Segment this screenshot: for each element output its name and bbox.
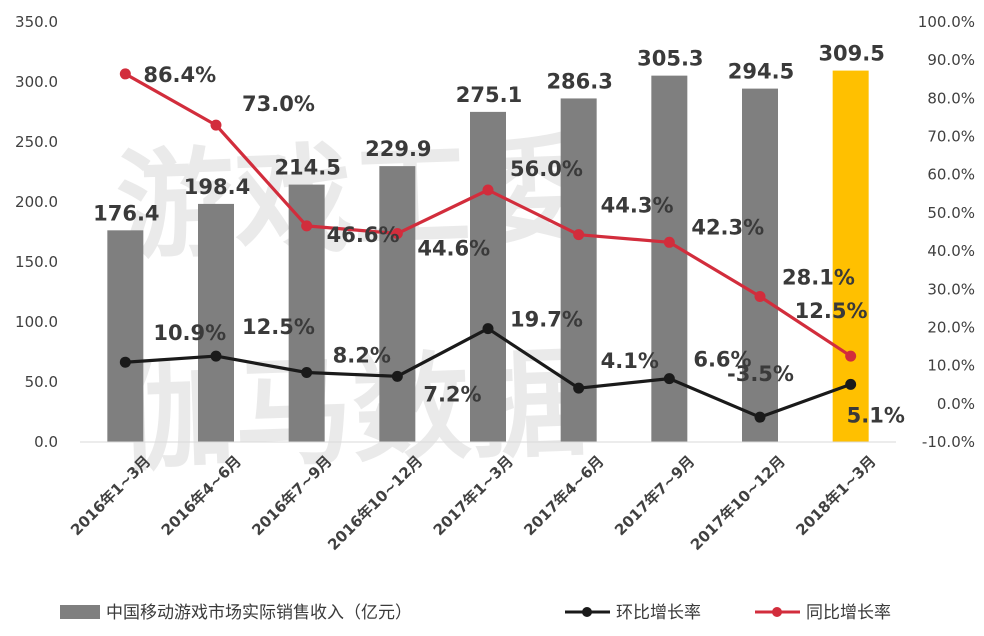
bar-value-label: 286.3 (546, 69, 612, 93)
yoy-point (482, 184, 494, 196)
y-left-tick-label: 350.0 (15, 13, 58, 31)
mom-point (754, 411, 766, 423)
yoy-value-label: 86.4% (143, 63, 216, 87)
y-right-tick-label: 70.0% (927, 128, 975, 146)
yoy-value-label: 46.6% (327, 223, 400, 247)
legend-swatch-bars (60, 605, 100, 619)
y-right-tick-label: 80.0% (927, 89, 975, 107)
yoy-value-label: 73.0% (242, 92, 315, 116)
yoy-value-label: 56.0% (510, 157, 583, 181)
y-right-tick-label: 20.0% (927, 318, 975, 336)
y-left-tick-label: 300.0 (15, 73, 58, 91)
y-right-tick-label: 60.0% (927, 166, 975, 184)
legend-swatch-mom-marker (582, 607, 592, 617)
mom-value-label: 8.2% (333, 344, 391, 368)
x-tick-label: 2017年10~12月 (687, 452, 789, 554)
mom-value-label: 6.6% (693, 348, 751, 372)
mom-point (482, 323, 494, 335)
yoy-point (754, 291, 766, 303)
mom-point (573, 382, 585, 394)
y-right-tick-label: 40.0% (927, 242, 975, 260)
watermark-line-2: 伽马数据 (114, 334, 591, 488)
y-right-tick-label: 10.0% (927, 357, 975, 375)
yoy-point (391, 228, 403, 240)
yoy-point (573, 229, 585, 241)
mom-value-label: 10.9% (153, 321, 226, 345)
legend-swatch-yoy-marker (772, 607, 782, 617)
mom-value-label: -3.5% (727, 362, 794, 386)
yoy-point (210, 119, 222, 131)
bar-value-label: 305.3 (637, 47, 703, 71)
bar-value-label: 214.5 (274, 156, 340, 180)
mom-value-label: 4.1% (601, 349, 659, 373)
y-left-tick-label: 0.0 (34, 433, 58, 451)
y-left-tick-label: 100.0 (15, 313, 58, 331)
x-tick-label: 2016年1~3月 (67, 452, 154, 539)
data-labels: 176.4 198.4 214.5 229.9 275.1 286.3 305.3 294.5… (93, 42, 905, 428)
mom-value-label: 5.1% (847, 403, 905, 427)
yoy-value-label: 44.3% (601, 194, 674, 218)
mom-value-label: 12.5% (242, 315, 315, 339)
mom-point (210, 350, 222, 362)
legend-label-mom: 环比增长率 (616, 603, 701, 623)
mom-point (391, 370, 403, 382)
bar (470, 111, 506, 442)
mom-value-label: 7.2% (423, 382, 481, 406)
y-right-tick-label: 100.0% (918, 13, 975, 31)
bar-value-label: 294.5 (728, 60, 794, 84)
bar (107, 230, 144, 442)
yoy-point (663, 236, 675, 248)
line-series (119, 68, 857, 423)
y-left-tick-label: 150.0 (15, 253, 58, 271)
mom-value-label: 19.7% (510, 308, 583, 332)
watermark-line-1: 游戏工委 (114, 122, 591, 276)
mom-point (845, 378, 857, 390)
bar (742, 88, 778, 442)
y-right-tick-label: 30.0% (927, 280, 975, 298)
yoy-point (301, 220, 313, 232)
yoy-value-label: 44.6% (417, 237, 490, 261)
yoy-value-label: 28.1% (782, 266, 855, 290)
bar-value-label: 198.4 (184, 175, 250, 199)
y-right-tick-label: -10.0% (922, 433, 975, 451)
y-right-tick-label: 50.0% (927, 204, 975, 222)
mom-point (301, 367, 313, 379)
y-left-tick-label: 250.0 (15, 133, 58, 151)
x-tick-label: 2018年1~3月 (792, 452, 879, 539)
bar (651, 75, 688, 442)
y-axis-left: 0.0 50.0 100.0 150.0 200.0 250.0 300.0 350.0 (15, 13, 58, 451)
mom-point (119, 356, 131, 368)
bar-value-label: 176.4 (93, 201, 159, 225)
yoy-value-label: 12.5% (795, 299, 868, 323)
y-axis-right: -10.0% 0.0% 10.0% 20.0% 30.0% 40.0% 50.0% 60.0%… (918, 13, 975, 451)
mom-point (663, 373, 675, 385)
y-left-tick-label: 200.0 (15, 193, 58, 211)
yoy-point (119, 68, 131, 80)
bar-value-label: 309.5 (818, 42, 884, 66)
bar (379, 166, 416, 442)
legend: 中国移动游戏市场实际销售收入（亿元） 环比增长率 同比增长率 (60, 603, 891, 623)
yoy-point (845, 350, 857, 362)
y-right-tick-label: 90.0% (927, 51, 975, 69)
yoy-value-label: 42.3% (691, 215, 764, 239)
legend-label-yoy: 同比增长率 (806, 603, 891, 623)
bar (198, 203, 234, 442)
x-tick-label: 2017年7~9月 (611, 452, 698, 539)
y-left-tick-label: 50.0 (25, 373, 58, 391)
bar-value-label: 275.1 (456, 83, 522, 107)
y-right-tick-label: 0.0% (937, 395, 975, 413)
bar-value-label: 229.9 (365, 137, 431, 161)
legend-label-bars: 中国移动游戏市场实际销售收入（亿元） (106, 603, 412, 623)
